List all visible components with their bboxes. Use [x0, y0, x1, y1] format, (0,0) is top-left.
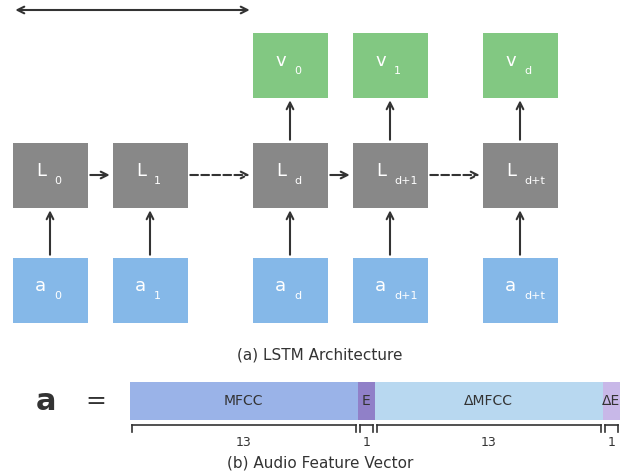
Text: 13: 13 — [481, 436, 497, 449]
FancyBboxPatch shape — [13, 142, 88, 208]
Text: a: a — [35, 277, 46, 295]
FancyBboxPatch shape — [253, 32, 328, 97]
Text: E: E — [362, 394, 371, 408]
FancyBboxPatch shape — [375, 382, 602, 420]
Text: =: = — [85, 389, 106, 413]
Text: 1: 1 — [607, 436, 615, 449]
FancyBboxPatch shape — [602, 382, 620, 420]
FancyBboxPatch shape — [353, 32, 428, 97]
Text: v: v — [506, 52, 516, 70]
FancyBboxPatch shape — [113, 257, 188, 323]
Text: d+1: d+1 — [394, 176, 417, 186]
Text: 1: 1 — [154, 176, 161, 186]
Text: 1: 1 — [362, 436, 370, 449]
FancyBboxPatch shape — [483, 142, 557, 208]
Text: L: L — [376, 162, 386, 180]
Text: L: L — [276, 162, 286, 180]
Text: ΔMFCC: ΔMFCC — [464, 394, 513, 408]
Text: 0: 0 — [54, 291, 61, 301]
FancyBboxPatch shape — [483, 32, 557, 97]
Text: 0: 0 — [54, 176, 61, 186]
Text: 13: 13 — [236, 436, 252, 449]
Text: 1: 1 — [394, 66, 401, 76]
Text: $\mathbf{a}$: $\mathbf{a}$ — [35, 387, 55, 416]
Text: a: a — [375, 277, 386, 295]
Text: v: v — [275, 52, 286, 70]
FancyBboxPatch shape — [130, 382, 358, 420]
FancyBboxPatch shape — [483, 257, 557, 323]
Text: 0: 0 — [294, 66, 301, 76]
Text: 1: 1 — [154, 291, 161, 301]
Text: a: a — [505, 277, 516, 295]
Text: d+t: d+t — [524, 291, 545, 301]
Text: L: L — [136, 162, 146, 180]
Text: L: L — [506, 162, 516, 180]
FancyBboxPatch shape — [253, 257, 328, 323]
Text: d+1: d+1 — [394, 291, 417, 301]
Text: MFCC: MFCC — [224, 394, 264, 408]
Text: d: d — [294, 176, 301, 186]
FancyBboxPatch shape — [358, 382, 375, 420]
Text: d: d — [294, 291, 301, 301]
FancyBboxPatch shape — [13, 257, 88, 323]
Text: (b) Audio Feature Vector: (b) Audio Feature Vector — [227, 456, 413, 471]
Text: a: a — [135, 277, 146, 295]
Text: (a) LSTM Architecture: (a) LSTM Architecture — [237, 348, 403, 362]
FancyBboxPatch shape — [253, 142, 328, 208]
Text: ΔE: ΔE — [602, 394, 620, 408]
Text: a: a — [275, 277, 286, 295]
FancyBboxPatch shape — [113, 142, 188, 208]
Text: d: d — [524, 66, 531, 76]
Text: L: L — [36, 162, 46, 180]
Text: v: v — [376, 52, 386, 70]
Text: d+t: d+t — [524, 176, 545, 186]
FancyBboxPatch shape — [353, 142, 428, 208]
FancyBboxPatch shape — [353, 257, 428, 323]
